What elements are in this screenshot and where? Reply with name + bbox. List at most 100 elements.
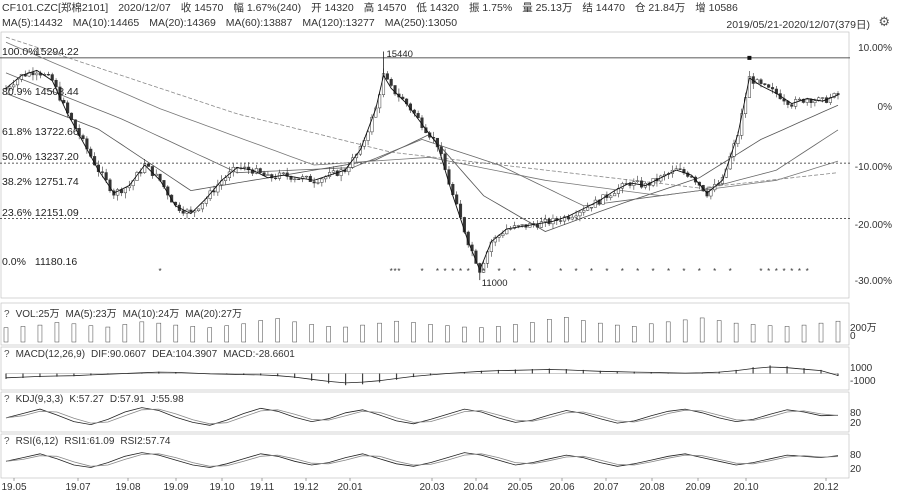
right-axis-label-1: 0% [877,102,892,113]
signal-star: * [790,267,793,276]
candle-body [243,166,247,169]
fib-label-4: 38.2% 12751.74 [2,176,79,188]
vol-bar [309,324,314,343]
candle-body [566,216,570,220]
x-tick-label-7: 20.01 [337,482,363,493]
fib-label-6: 0.0% 11180.16 [2,256,77,268]
candle-body [559,220,563,222]
vol-bar [665,321,671,343]
fib-label-3: 50.0% 13237.20 [2,151,79,163]
vol-bar [801,324,807,343]
vol-bar [682,319,688,343]
vol-bar [54,322,60,343]
fib-pct: 61.8% [2,126,32,139]
signal-star: * [513,267,516,276]
quote-field-0: CF101.CZC[郑棉2101] [2,2,109,14]
signal-star: * [775,267,778,276]
quote-field-11: 增 10586 [695,2,738,14]
candle-body [62,99,66,104]
signal-star: * [798,267,801,276]
kdj-line-1 [5,407,839,426]
kdj-title-field-0: KDJ(9,3,3) [15,394,64,405]
candle-body [536,224,540,228]
ma-line-2 [5,41,839,197]
candle-body [389,79,393,86]
x-tick-label-4: 19.10 [209,482,235,493]
fib-value: 11180.16 [32,256,78,269]
vol-bar [326,326,331,343]
vol-title: ? VOL:25万 MA(5):23万 MA(10):24万 MA(20):27万 [4,305,248,320]
vol-bar [784,326,790,343]
fib-label-0: 100.0% 15294.22 [2,46,79,58]
candle-body [320,178,324,183]
ma-value-4: MA(120):13277 [302,17,375,29]
fib-pct: 0.0% [2,256,26,269]
x-tick-label-16: 20.12 [813,482,839,493]
signal-star: * [444,267,447,276]
fib-label-2: 61.8% 13722.66 [2,126,79,138]
candle-body [100,171,104,173]
vol-bar [207,327,213,343]
rsi-axis-bottom: 20 [850,464,862,475]
candle-body [586,207,590,211]
fib-value: 13237.20 [32,151,79,164]
help-icon[interactable]: ? [4,436,10,447]
vol-bar [292,321,297,343]
vol-bar [835,320,841,343]
signal-star: * [451,267,454,276]
candle-body [370,116,374,133]
candle-body [366,131,370,141]
vol-bar [716,320,722,343]
candle-body [797,98,802,101]
vol-bar [767,325,773,343]
date-range: 2019/05/21-2020/12/07(379日) [726,19,870,31]
fib-value: 13722.66 [32,126,79,139]
vol-bar [343,326,348,343]
signal-star: * [682,267,685,276]
candle-body [562,216,567,222]
candle-body [312,181,316,184]
candle-body [123,187,127,194]
fib-pct: 100.0% [2,45,38,58]
vol-bar [190,326,196,343]
candle-body [189,209,193,213]
candle-body [12,84,16,88]
signal-star: * [590,267,593,276]
x-tick-label-14: 20.09 [685,482,711,493]
candle-body [224,177,228,181]
signal-star: * [436,267,439,276]
candle-body [197,208,201,212]
macd-axis-top: 1000 [850,363,873,374]
vol-bar [564,317,569,343]
kdj-title-field-1: K:57.27 [69,394,104,405]
vol-bar [615,324,620,343]
candle-body [609,195,613,198]
candle-body [139,172,143,174]
signal-star: * [621,267,624,276]
vol-title-field-2: MA(10):24万 [122,309,180,320]
candle-body [200,203,204,210]
low-label: 11000 [481,278,508,290]
candle-body [813,100,817,103]
help-icon[interactable]: ? [4,394,10,405]
candle-body [150,166,154,176]
candle-body [281,172,285,174]
help-icon[interactable]: ? [4,349,10,360]
candle-body [570,216,574,220]
help-icon[interactable]: ? [4,309,10,320]
candle-body [801,98,805,103]
quote-field-3: 幅 1.67%(240) [233,2,302,14]
kdj-title-field-3: J:55.98 [150,394,184,405]
signal-star: * [636,267,639,276]
x-tick-label-11: 20.06 [549,482,575,493]
quote-field-1: 2020/12/07 [118,2,171,14]
kdj-axis-bottom: 20 [850,418,862,429]
candle-body [339,169,343,176]
ma-value-5: MA(250):13050 [384,17,458,29]
vol-bar [631,326,637,343]
x-tick-label-13: 20.08 [639,482,665,493]
gear-icon[interactable]: ⚙ [878,14,890,29]
rsi-title-field-0: RSI(6,12) [15,436,59,447]
candle-body [297,178,301,180]
